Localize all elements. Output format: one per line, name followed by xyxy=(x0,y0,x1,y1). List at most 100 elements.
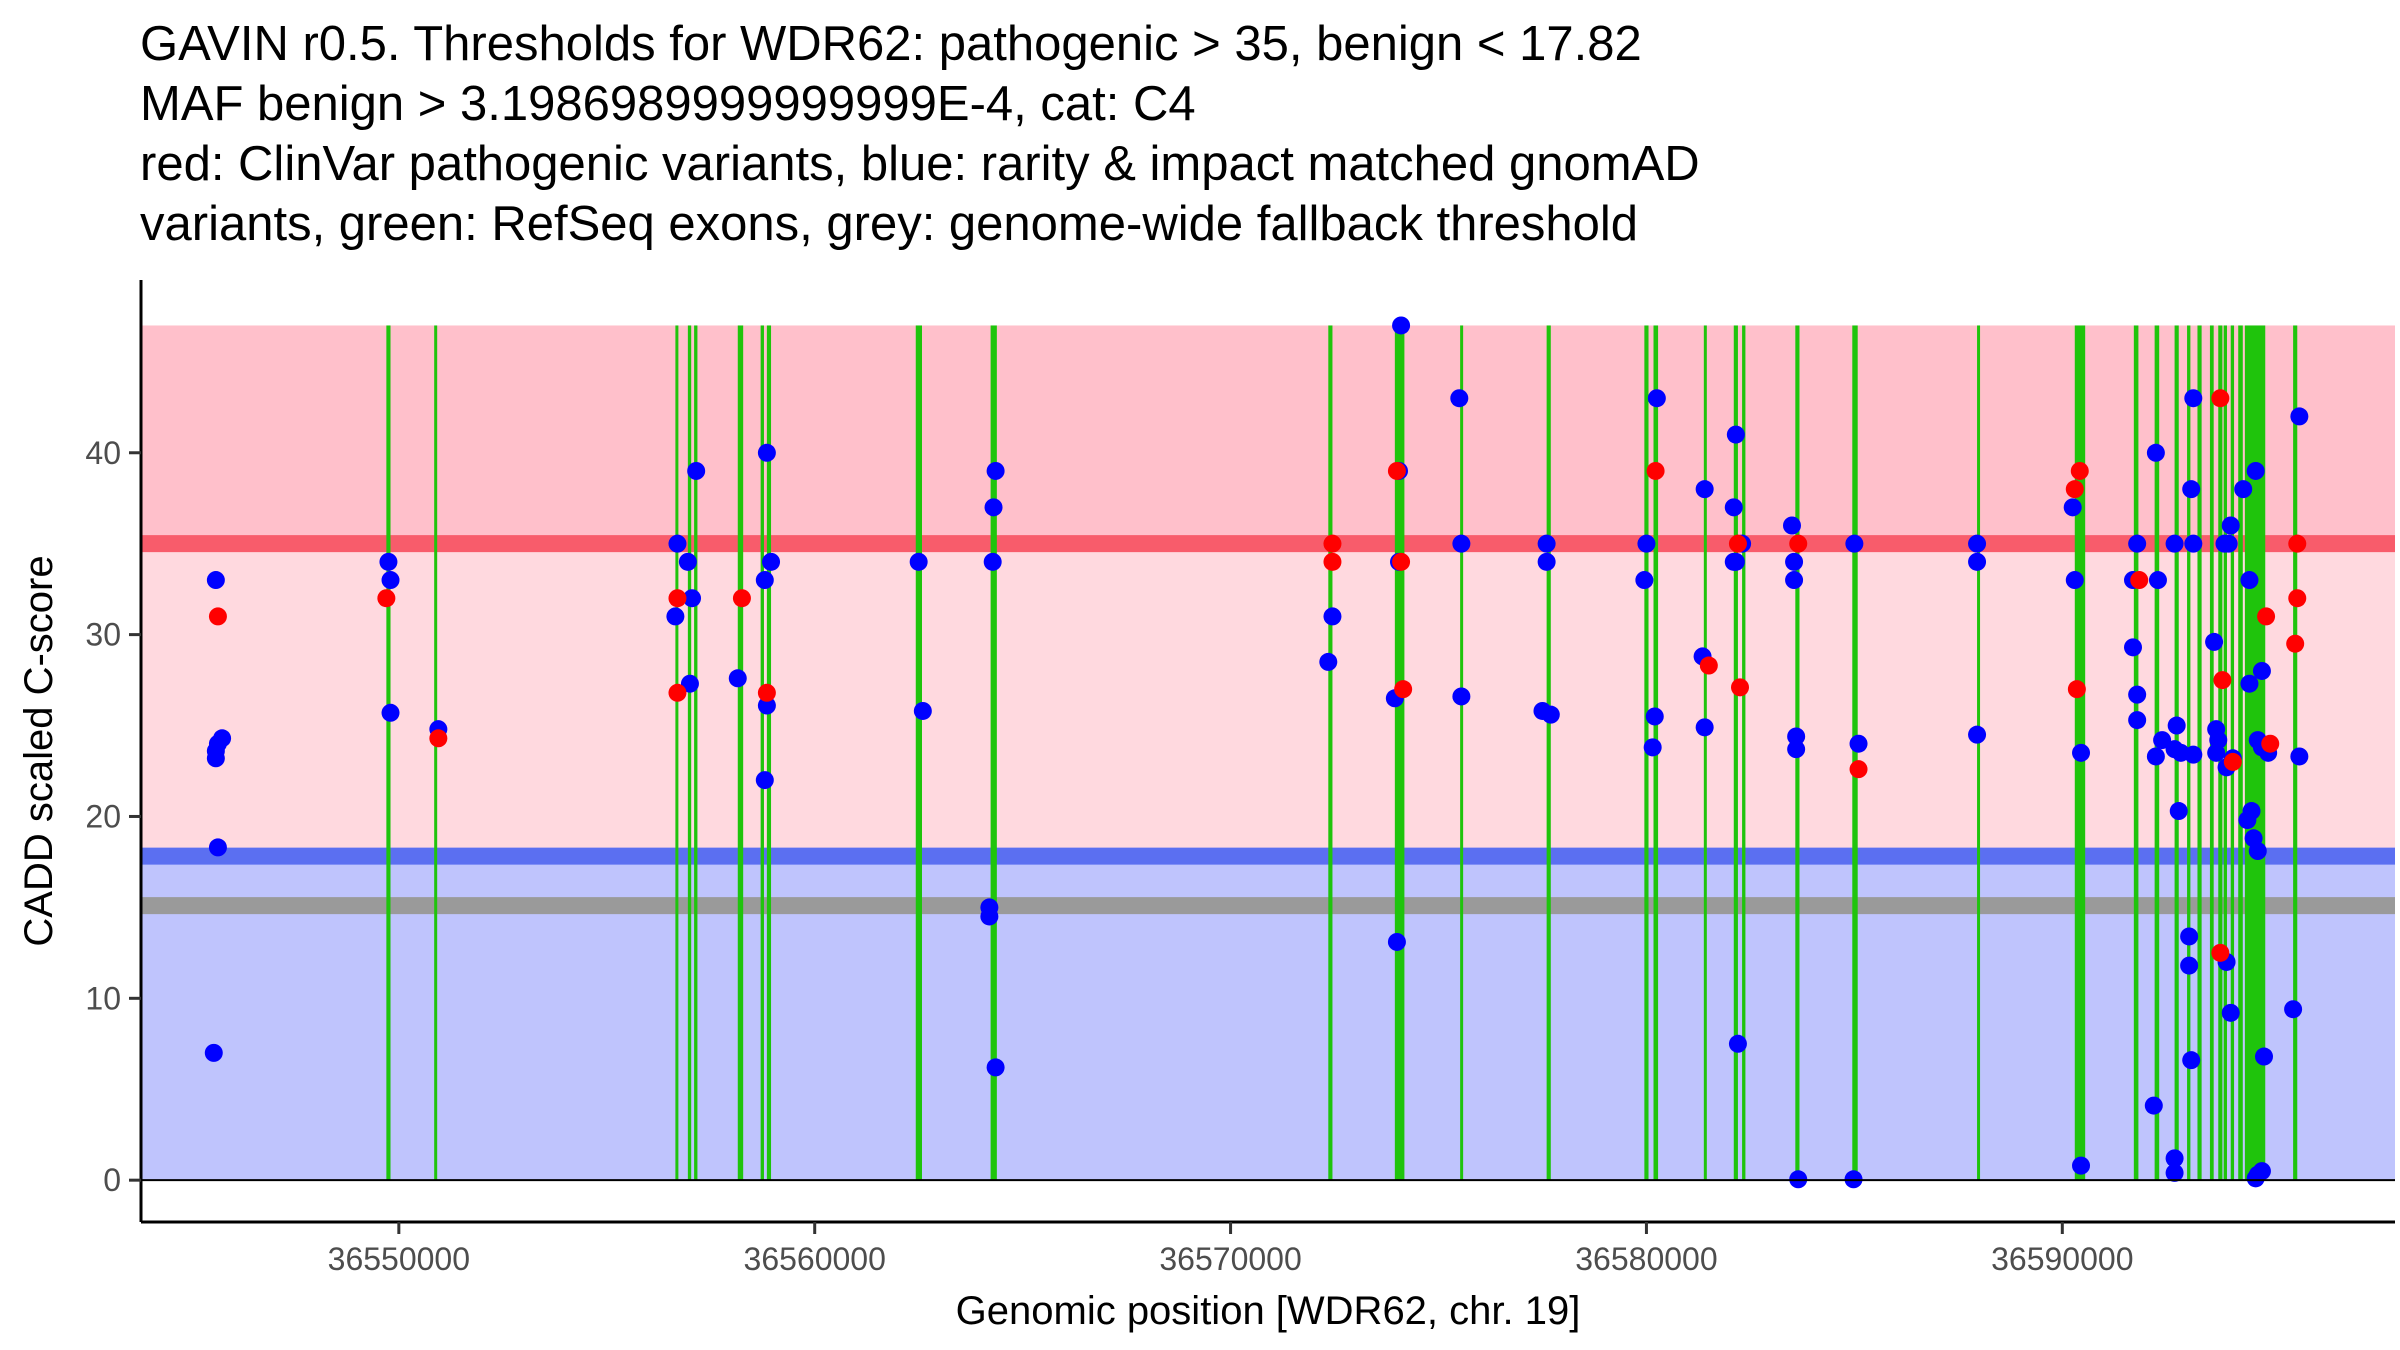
exon-19 xyxy=(1742,325,1746,1181)
exon-13 xyxy=(1460,325,1464,1181)
exon-33 xyxy=(2238,325,2243,1181)
exon-3 xyxy=(675,325,679,1181)
threshold-regions xyxy=(141,325,2395,1181)
gnomad-point-41 xyxy=(1452,687,1471,706)
clinvar-point-30 xyxy=(2288,589,2307,608)
gnomad-point-117 xyxy=(2248,842,2267,861)
gnomad-point-66 xyxy=(1845,534,1864,553)
clinvar-point-21 xyxy=(2067,680,2086,699)
gnomad-point-67 xyxy=(1849,734,1868,753)
gnomad-point-94 xyxy=(2182,480,2201,499)
gnomad-point-31 xyxy=(986,1058,1005,1077)
gnomad-point-63 xyxy=(1787,727,1806,746)
exon-4 xyxy=(687,325,692,1181)
gnomad-point-99 xyxy=(2182,1051,2201,1070)
exon-10 xyxy=(990,325,997,1181)
exon-8 xyxy=(766,325,772,1181)
gnomad-point-115 xyxy=(2242,802,2261,821)
gnomad-point-7 xyxy=(204,1043,223,1062)
gnomad-point-50 xyxy=(1643,738,1662,757)
clinvar-point-12 xyxy=(1394,680,1413,699)
gnomad-point-37 xyxy=(1387,932,1406,951)
gnomad-point-20 xyxy=(755,571,774,590)
gnomad-point-84 xyxy=(2146,747,2165,766)
gnomad-point-86 xyxy=(2165,534,2184,553)
y-tick-label: 0 xyxy=(103,1162,121,1198)
gnomad-point-10 xyxy=(381,703,400,722)
gnomad-point-54 xyxy=(1726,425,1745,444)
gnomad-point-85 xyxy=(2144,1096,2163,1115)
gnomad-point-12 xyxy=(668,534,687,553)
clinvar-point-4 xyxy=(668,589,687,608)
gnomad-point-5 xyxy=(213,729,232,748)
gnomad-point-75 xyxy=(2072,1156,2091,1175)
clinvar-point-31 xyxy=(2286,634,2305,653)
gnomad-point-43 xyxy=(1537,552,1556,571)
axes: 36550000 36560000 36570000 36580000 36590000… xyxy=(85,280,2395,1277)
chart-title: GAVIN r0.5. Thresholds for WDR62: pathog… xyxy=(140,14,2340,254)
clinvar-point-19 xyxy=(2065,480,2084,499)
gnomad-point-30 xyxy=(983,552,1002,571)
exon-12 xyxy=(1394,325,1405,1181)
exon-14 xyxy=(1546,325,1551,1181)
gnomad-point-112 xyxy=(2240,571,2259,590)
gnomad-point-118 xyxy=(2246,461,2265,480)
gnomad-point-55 xyxy=(1724,498,1743,517)
gnomad-point-8 xyxy=(379,552,398,571)
clinvar-point-8 xyxy=(1323,534,1342,553)
exon-2 xyxy=(434,325,438,1181)
clinvar-point-16 xyxy=(1731,678,1750,697)
gnomad-point-39 xyxy=(1450,389,1469,408)
gnomad-point-14 xyxy=(678,552,697,571)
gnomad-point-16 xyxy=(680,674,699,693)
gnomad-point-79 xyxy=(2128,685,2147,704)
x-axis-ticks: 36550000 36560000 36570000 36580000 36590000 xyxy=(328,1222,2133,1277)
gnomad-point-1 xyxy=(206,571,225,590)
gnomad-point-51 xyxy=(1695,480,1714,499)
exon-1 xyxy=(386,325,391,1181)
gnomad-point-80 xyxy=(2128,711,2147,730)
gnomad-point-81 xyxy=(2146,443,2165,462)
y-tick-label: 30 xyxy=(85,617,121,653)
exon-11 xyxy=(1328,325,1333,1181)
gnomad-point-82 xyxy=(2148,571,2167,590)
gnomad-point-95 xyxy=(2184,534,2203,553)
gnomad-point-128 xyxy=(2290,747,2309,766)
gnomad-point-129 xyxy=(2284,1000,2303,1019)
gnomad-point-78 xyxy=(2124,638,2143,657)
exon-18 xyxy=(1733,325,1738,1181)
gnomad-point-83 xyxy=(2153,731,2172,750)
gnomad-point-9 xyxy=(381,571,400,590)
gnomad-point-28 xyxy=(986,461,1005,480)
clinvar-point-14 xyxy=(1699,656,1718,675)
x-axis-title: Genomic position [WDR62, chr. 19] xyxy=(956,1289,1581,1333)
clinvar-point-17 xyxy=(1789,534,1808,553)
gnomad-point-13 xyxy=(666,607,685,626)
gnomad-point-76 xyxy=(2128,534,2147,553)
gnomad-point-53 xyxy=(1695,718,1714,737)
gnomad-point-60 xyxy=(1782,516,1801,535)
y-tick-label: 20 xyxy=(85,798,121,834)
title-line-2: MAF benign > 3.1986989999999999E-4, cat:… xyxy=(140,77,1196,131)
uncertain-region xyxy=(141,543,2395,857)
exon-7 xyxy=(760,325,764,1181)
clinvar-point-27 xyxy=(2257,607,2276,626)
gnomad-point-33 xyxy=(1323,607,1342,626)
exon-17 xyxy=(1703,325,1707,1181)
pathogenic-region xyxy=(141,325,2395,544)
gnomad-point-47 xyxy=(1635,571,1654,590)
y-tick-label: 40 xyxy=(85,435,121,471)
y-axis-title: CADD scaled C-score xyxy=(17,555,61,946)
gnomad-point-58 xyxy=(1724,552,1743,571)
exon-22 xyxy=(1977,325,1981,1181)
threshold-lines xyxy=(141,535,2395,915)
gnomad-point-70 xyxy=(1968,552,1987,571)
clinvar-point-15 xyxy=(1728,534,1747,553)
clinvar-point-24 xyxy=(2213,671,2232,690)
exon-31 xyxy=(2223,325,2227,1181)
gnomad-point-90 xyxy=(2169,802,2188,821)
gnomad-point-113 xyxy=(2240,674,2259,693)
clinvar-point-28 xyxy=(2261,734,2280,753)
clinvar-point-5 xyxy=(668,683,687,702)
